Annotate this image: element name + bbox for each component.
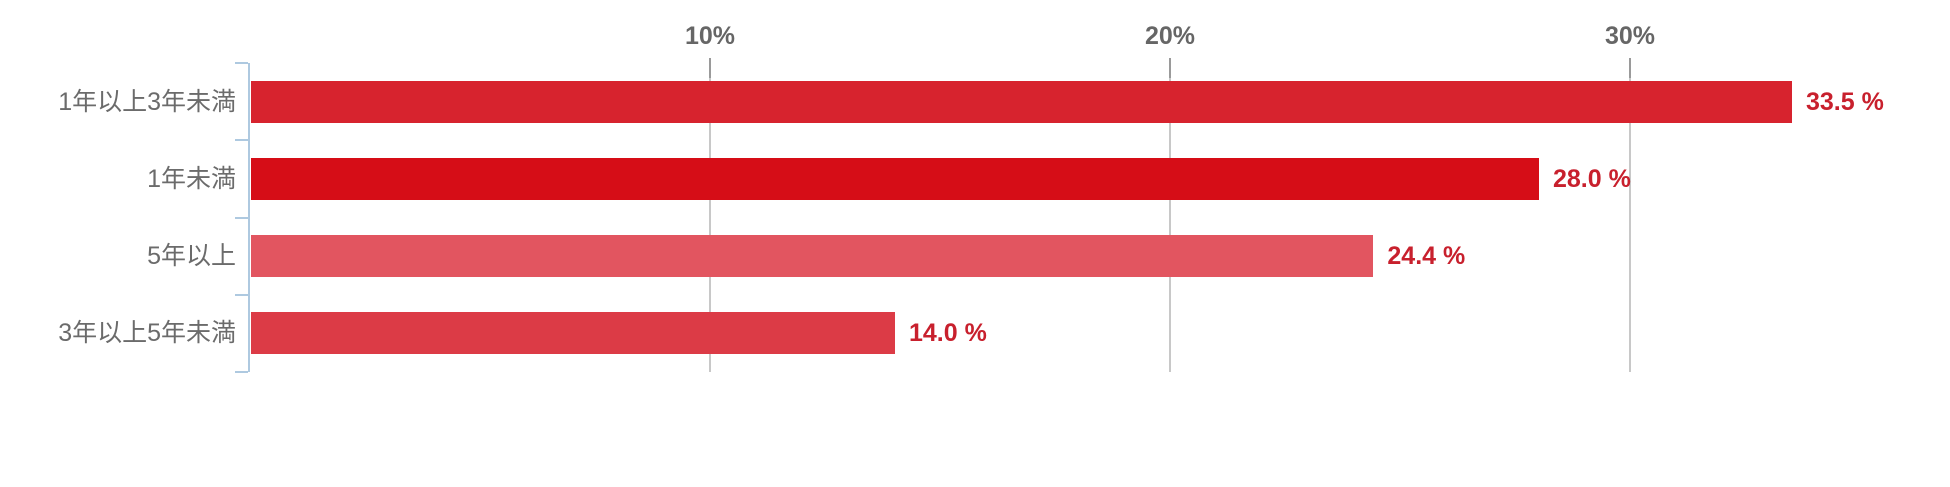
y-axis-tick — [235, 293, 248, 296]
y-axis-tick — [235, 139, 248, 142]
x-tick-mark — [709, 58, 711, 78]
category-label: 5年以上 — [147, 242, 236, 271]
value-label: 24.4 % — [1387, 242, 1466, 271]
category-label: 1年以上3年未満 — [58, 87, 236, 116]
x-tick-label: 30% — [1604, 22, 1656, 50]
x-tick-mark — [1629, 58, 1631, 78]
value-label: 28.0 % — [1553, 164, 1631, 193]
bar — [251, 157, 1539, 200]
x-tick-label: 10% — [684, 22, 736, 50]
value-label: 14.0 % — [909, 319, 987, 348]
value-label: 33.5 % — [1806, 87, 1884, 116]
category-label: 1年未満 — [147, 164, 236, 193]
category-label: 3年以上5年未満 — [58, 319, 236, 348]
bar — [251, 312, 895, 355]
y-axis-tick — [235, 216, 248, 219]
gridline — [1629, 63, 1631, 372]
x-tick-mark — [1169, 58, 1171, 78]
bar — [251, 235, 1374, 278]
gridline — [1169, 63, 1171, 372]
x-tick-label: 20% — [1144, 22, 1196, 50]
bar — [251, 80, 1792, 123]
y-axis-line — [248, 63, 250, 372]
gridline — [709, 63, 711, 372]
y-axis-tick — [235, 62, 248, 64]
y-axis-tick — [235, 371, 248, 373]
